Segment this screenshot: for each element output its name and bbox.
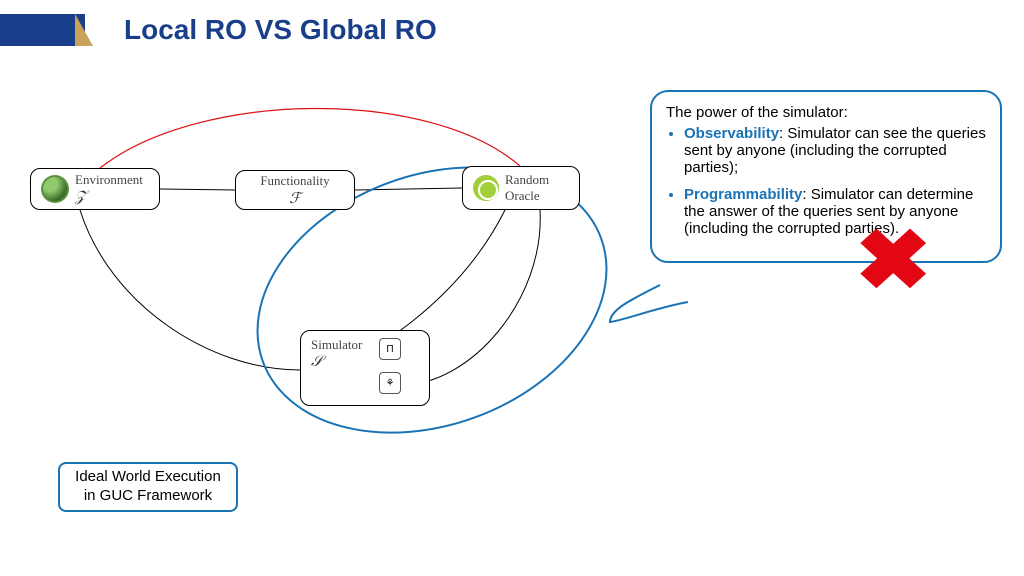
simulator-adversary-box: ⚘ [379, 372, 401, 394]
accent-gold-wedge [75, 14, 93, 46]
node-environment-symbol: 𝒵 [75, 188, 143, 206]
node-environment-label: Environment [75, 172, 143, 188]
accent-blue-block [0, 14, 85, 46]
node-simulator-symbol: 𝒮 [311, 353, 362, 371]
simulator-power-callout: The power of the simulator: Observabilit… [650, 90, 1002, 263]
callout-item: Observability: Simulator can see the que… [684, 125, 986, 176]
ideal-world-line2: in GUC Framework [70, 487, 226, 506]
node-simulator: Simulator 𝒮 [300, 330, 430, 406]
callout-item: Programmability: Simulator can determine… [684, 186, 986, 237]
node-environment: Environment 𝒵 [30, 168, 160, 210]
red-cross-icon: ✖ [854, 218, 931, 302]
globe-icon [41, 175, 69, 203]
ideal-world-label: Ideal World Execution in GUC Framework [58, 462, 238, 512]
node-random-oracle-label: Random Oracle [505, 172, 549, 204]
node-functionality-symbol: ℱ [246, 189, 344, 208]
simulator-protocol-box: Π [379, 338, 401, 360]
page-title: Local RO VS Global RO [124, 14, 437, 46]
slide-title-bar: Local RO VS Global RO [0, 10, 1024, 50]
ideal-world-line1: Ideal World Execution [70, 468, 226, 487]
node-functionality: Functionality ℱ [235, 170, 355, 210]
callout-heading: The power of the simulator: [666, 104, 986, 121]
callout-tail [610, 285, 688, 322]
callout-list: Observability: Simulator can see the que… [666, 125, 986, 237]
node-random-oracle: Random Oracle [462, 166, 580, 210]
database-icon [473, 175, 499, 201]
node-simulator-label: Simulator [311, 337, 362, 353]
title-accent [0, 14, 110, 46]
node-functionality-label: Functionality [246, 173, 344, 189]
